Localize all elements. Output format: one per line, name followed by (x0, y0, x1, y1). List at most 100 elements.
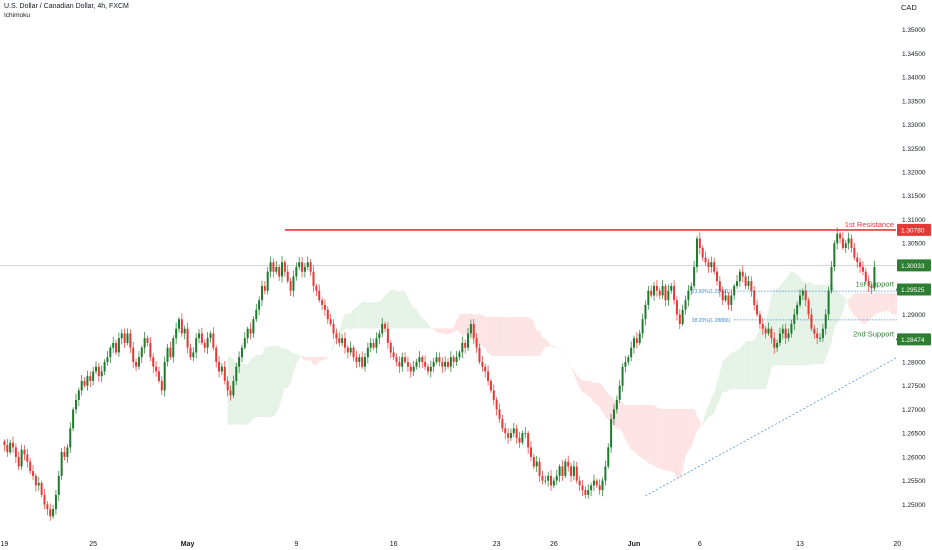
candle-body (269, 262, 272, 272)
candle-body (472, 323, 475, 339)
candle (861, 261, 864, 276)
candle (69, 422, 72, 454)
candle (650, 285, 653, 298)
candle-body (177, 319, 180, 329)
candle (518, 431, 521, 448)
candle-body (555, 475, 558, 481)
cloud-segment (771, 289, 775, 368)
cloud-segment (253, 354, 257, 419)
candle-body (641, 319, 644, 334)
candle-body (275, 266, 278, 272)
candle (74, 393, 77, 414)
cloud-segment (296, 353, 300, 364)
indicator-name[interactable]: Ichimoku (4, 12, 31, 19)
cloud-segment (579, 378, 583, 393)
cloud-segment (608, 394, 612, 422)
candle (238, 351, 241, 373)
cloud-segment (631, 404, 635, 451)
candle-body (567, 461, 570, 467)
fibonacci-levels: 23.60%(1.29491)38.20%(1.28886)61.80%(1.2… (645, 289, 932, 497)
candle-body (198, 333, 201, 339)
candle-body (292, 276, 295, 291)
candle-body (80, 380, 83, 391)
candle (647, 285, 650, 310)
candle (839, 231, 842, 244)
cloud-segment (831, 283, 835, 343)
candle (452, 354, 455, 369)
candle (160, 376, 163, 396)
candle-body (612, 409, 615, 419)
candle-body (761, 323, 764, 329)
cloud-segment (588, 380, 592, 398)
candle (509, 428, 512, 441)
cloud-segment (310, 356, 314, 365)
candle-body (32, 471, 35, 476)
candle (384, 321, 387, 333)
candle (432, 357, 435, 373)
candle (787, 328, 790, 342)
cloud-segment (436, 328, 440, 333)
candle-body (384, 323, 387, 329)
candle-body (195, 338, 198, 353)
candle-body (140, 347, 143, 358)
candle-body (713, 262, 716, 272)
cloud-segment (304, 356, 308, 361)
candle-body (12, 442, 15, 448)
cloud-segment (691, 408, 695, 447)
cloud-segment (379, 298, 383, 329)
candle-body (180, 319, 183, 334)
candle-body (501, 418, 504, 429)
cloud-segment (573, 370, 577, 382)
cloud-segment (762, 323, 766, 390)
cloud-segment (731, 351, 735, 390)
candle (850, 234, 853, 253)
y-tick-label: 1.34500 (902, 51, 926, 58)
candle-body (558, 466, 561, 476)
candle-body (238, 357, 241, 367)
candle (864, 268, 867, 285)
candle (655, 280, 658, 297)
cloud-segment (768, 293, 772, 380)
candle (112, 336, 115, 354)
x-tick-label: 16 (390, 541, 398, 548)
candle-body (661, 285, 664, 296)
cloud-segment (634, 404, 637, 455)
cloud-segment (396, 290, 400, 329)
candle (272, 258, 275, 278)
cloud-segment (785, 274, 789, 366)
cloud-segment (551, 345, 554, 348)
cloud-segment (302, 354, 305, 361)
fib-label: 38.20%(1.28886) (692, 318, 731, 324)
cloud-segment (347, 312, 351, 329)
candle (501, 415, 504, 432)
candle (289, 277, 292, 296)
candle (621, 363, 624, 392)
candle-body (635, 338, 638, 343)
cloud-segment (244, 364, 248, 425)
candle-body (552, 480, 555, 486)
candle (836, 227, 839, 250)
candle (750, 276, 753, 297)
cloud-segment (696, 415, 700, 431)
cloud-segment (247, 359, 251, 425)
candle (624, 355, 627, 373)
candle-body (152, 357, 155, 367)
cloud-segment (382, 295, 386, 329)
cloud-segment (284, 348, 288, 388)
candle (177, 317, 180, 333)
candle (223, 361, 226, 385)
cloud-segment (842, 295, 846, 312)
candle-body (203, 342, 206, 348)
candle-body (793, 314, 796, 324)
candle-body (212, 333, 215, 348)
x-tick-label: 26 (550, 541, 558, 548)
candle (401, 352, 404, 372)
candle (435, 351, 438, 365)
candle-body (169, 347, 172, 358)
cloud-segment (448, 328, 451, 335)
candle (149, 336, 152, 362)
candle-body (20, 449, 23, 467)
cloud-segment (874, 293, 878, 316)
cloud-segment (425, 319, 428, 329)
